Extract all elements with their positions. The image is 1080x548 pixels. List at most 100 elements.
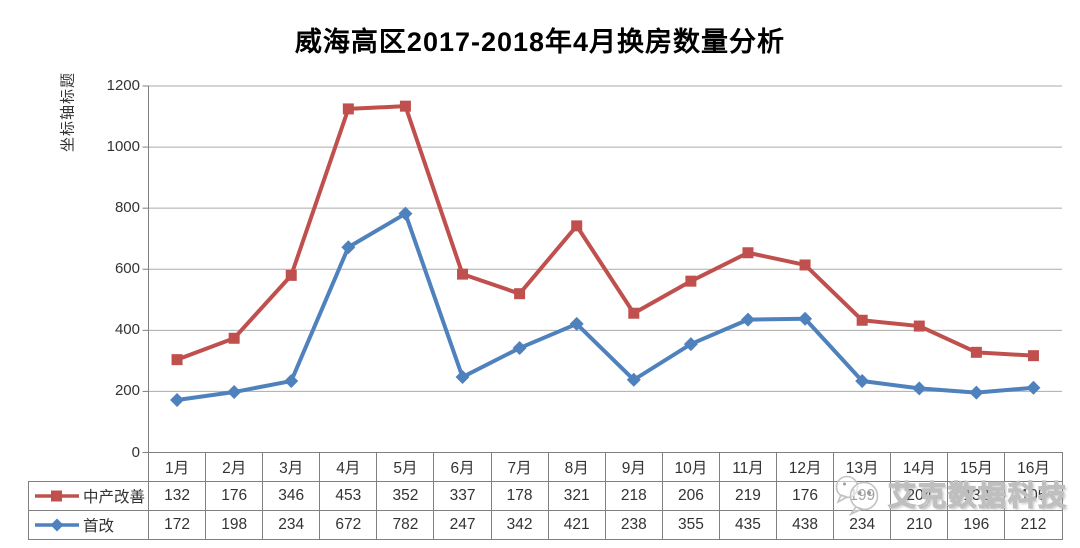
month-header-cell: 16月 bbox=[1004, 452, 1063, 482]
data-point-marker bbox=[457, 268, 469, 280]
data-point-marker bbox=[855, 374, 870, 389]
month-header-cell: 1月 bbox=[147, 452, 207, 482]
series-line bbox=[176, 211, 1034, 402]
value-cell: 355 bbox=[661, 510, 720, 540]
data-point-marker bbox=[571, 220, 583, 232]
y-tick-label: 600 bbox=[114, 260, 140, 278]
value-cell: 672 bbox=[319, 510, 378, 540]
value-cell: 342 bbox=[490, 510, 549, 540]
month-header-cell: 10月 bbox=[661, 452, 720, 482]
data-point-marker bbox=[913, 320, 925, 332]
data-point-marker bbox=[455, 370, 470, 385]
value-cell: 132 bbox=[947, 481, 1006, 511]
value-cell: 206 bbox=[661, 481, 720, 511]
y-tick-label: 0 bbox=[131, 443, 140, 461]
legend-cell: 中产改善 bbox=[28, 481, 149, 511]
month-header-cell: 4月 bbox=[319, 452, 378, 482]
data-point-marker bbox=[798, 311, 813, 326]
table-corner-cell bbox=[29, 453, 149, 482]
value-cell: 196 bbox=[947, 510, 1006, 540]
table-header-row: 1月 2月 3月 4月 5月 6月 7月 8月 9月 10月 11月 12月 13月 14月 15月 16月 bbox=[29, 452, 1063, 482]
value-cell: 198 bbox=[205, 510, 264, 540]
data-point-marker bbox=[228, 332, 240, 344]
value-cell: 210 bbox=[890, 510, 949, 540]
table-row: 首改 172 198 234 672 782 247 342 421 238 355 435 438 23… bbox=[28, 510, 1063, 540]
y-tick-label: 1200 bbox=[106, 77, 140, 94]
month-header-cell: 5月 bbox=[376, 452, 435, 482]
month-header-cell: 6月 bbox=[433, 452, 492, 482]
data-point-marker bbox=[342, 103, 354, 115]
month-header-cell: 2月 bbox=[205, 452, 264, 482]
y-tick-label: 1000 bbox=[106, 138, 140, 156]
value-cell: 453 bbox=[319, 481, 378, 511]
data-table: 1月 2月 3月 4月 5月 6月 7月 8月 9月 10月 11月 12月 13月 14月 15月 16月中… bbox=[28, 452, 1063, 540]
month-header-cell: 13月 bbox=[833, 452, 892, 482]
month-header-cell: 11月 bbox=[718, 452, 778, 482]
value-cell: 247 bbox=[433, 510, 492, 540]
data-point-marker bbox=[284, 374, 299, 389]
series-marker-icon bbox=[35, 518, 79, 532]
value-cell: 172 bbox=[147, 510, 207, 540]
data-point-marker bbox=[969, 385, 984, 400]
legend-cell: 首改 bbox=[28, 510, 149, 540]
legend-label: 首改 bbox=[83, 518, 115, 535]
month-header-cell: 15月 bbox=[947, 452, 1006, 482]
y-tick-label: 400 bbox=[114, 321, 140, 339]
chart-title: 威海高区2017-2018年4月换房数量分析 bbox=[294, 27, 786, 57]
data-point-marker bbox=[683, 337, 698, 352]
legend-label: 中产改善 bbox=[83, 489, 146, 506]
data-point-marker bbox=[740, 312, 755, 327]
data-point-marker bbox=[856, 314, 868, 326]
value-cell: 346 bbox=[262, 481, 321, 511]
data-point-marker bbox=[742, 247, 754, 259]
data-point-marker bbox=[626, 372, 641, 387]
value-cell: 105 bbox=[1004, 481, 1063, 511]
value-cell: 421 bbox=[547, 510, 606, 540]
data-point-marker bbox=[512, 341, 527, 356]
value-cell: 176 bbox=[205, 481, 264, 511]
data-point-marker bbox=[970, 346, 982, 358]
value-cell: 782 bbox=[376, 510, 435, 540]
data-point-marker bbox=[171, 354, 183, 366]
value-cell: 219 bbox=[718, 481, 778, 511]
series-marker-icon bbox=[35, 490, 79, 502]
data-point-marker bbox=[799, 259, 811, 271]
data-point-marker bbox=[1026, 380, 1041, 395]
value-cell: 352 bbox=[376, 481, 435, 511]
data-point-marker bbox=[399, 100, 411, 112]
month-header-cell: 14月 bbox=[890, 452, 949, 482]
value-cell: 212 bbox=[1004, 510, 1063, 540]
y-tick-label: 800 bbox=[114, 199, 140, 217]
data-point-marker bbox=[227, 385, 242, 400]
data-point-marker bbox=[398, 206, 413, 221]
table-row: 中产改善 132 176 346 453 352 337 178 321 218 206 219 176… bbox=[28, 481, 1063, 511]
month-header-cell: 12月 bbox=[776, 452, 835, 482]
data-point-marker bbox=[569, 316, 584, 331]
month-header-cell: 9月 bbox=[604, 452, 663, 482]
month-header-cell: 7月 bbox=[490, 452, 549, 482]
series-line bbox=[176, 104, 1034, 362]
data-point-marker bbox=[514, 288, 526, 300]
data-point-marker bbox=[628, 307, 640, 319]
value-cell: 199 bbox=[833, 481, 892, 511]
value-cell: 234 bbox=[262, 510, 321, 540]
value-cell: 435 bbox=[718, 510, 778, 540]
value-cell: 238 bbox=[604, 510, 663, 540]
data-point-marker bbox=[285, 269, 297, 281]
value-cell: 234 bbox=[833, 510, 892, 540]
value-cell: 176 bbox=[776, 481, 835, 511]
month-header-cell: 8月 bbox=[547, 452, 606, 482]
y-tick-label: 200 bbox=[114, 382, 140, 400]
value-cell: 337 bbox=[433, 481, 492, 511]
value-cell: 438 bbox=[776, 510, 835, 540]
value-cell: 178 bbox=[490, 481, 549, 511]
data-point-marker bbox=[170, 392, 185, 407]
value-cell: 132 bbox=[147, 481, 207, 511]
data-point-marker bbox=[341, 240, 356, 255]
value-cell: 218 bbox=[604, 481, 663, 511]
value-cell: 321 bbox=[547, 481, 606, 511]
data-point-marker bbox=[685, 275, 697, 287]
value-cell: 204 bbox=[890, 481, 949, 511]
